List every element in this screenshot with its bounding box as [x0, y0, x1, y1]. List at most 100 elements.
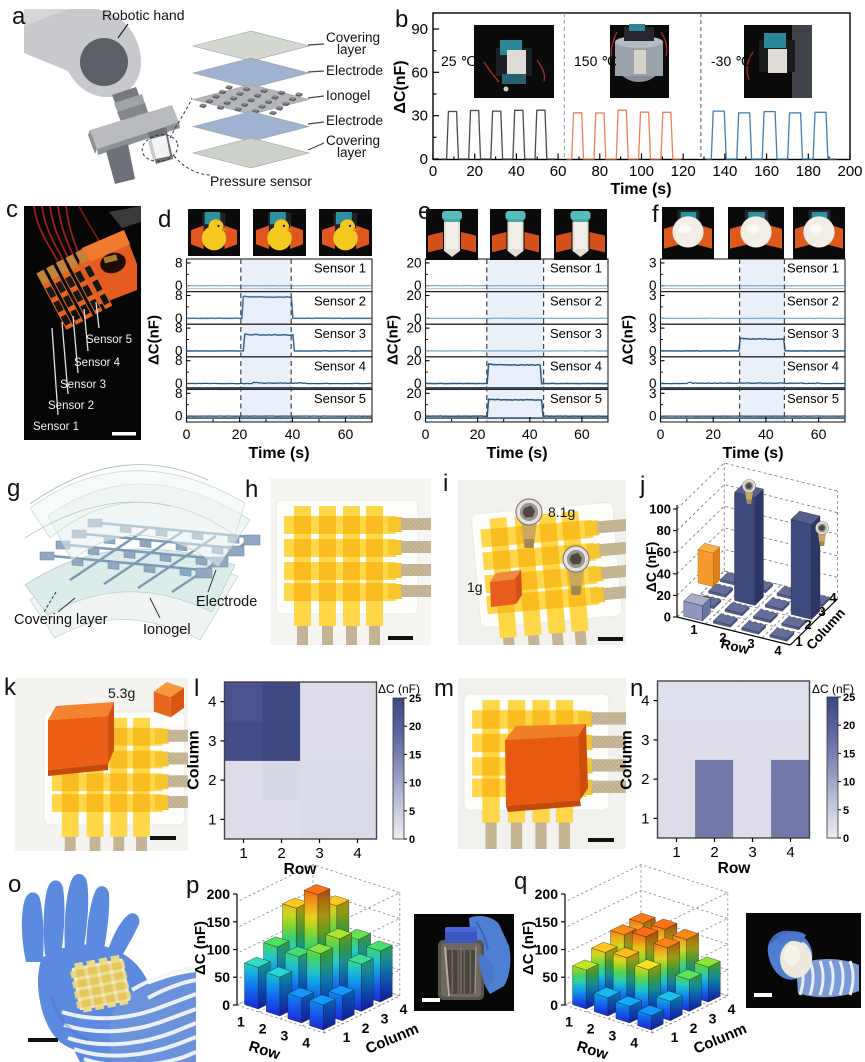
svg-text:1g: 1g [467, 579, 483, 595]
svg-text:2: 2 [362, 1020, 370, 1036]
svg-text:15: 15 [409, 749, 421, 761]
svg-text:2: 2 [719, 630, 726, 645]
svg-text:Sensor 3: Sensor 3 [314, 326, 366, 341]
svg-text:Colunm: Colunm [691, 1020, 749, 1057]
svg-text:0: 0 [649, 278, 657, 293]
svg-text:Sensor 4: Sensor 4 [550, 359, 602, 374]
svg-text:4: 4 [786, 844, 794, 861]
svg-text:0: 0 [414, 409, 422, 424]
svg-text:0: 0 [843, 833, 849, 845]
svg-text:60: 60 [811, 426, 827, 442]
svg-text:3: 3 [208, 733, 216, 750]
svg-text:layer: layer [337, 42, 367, 57]
svg-text:Sensor 3: Sensor 3 [60, 379, 106, 391]
svg-text:4: 4 [302, 1034, 310, 1050]
svg-text:25: 25 [409, 693, 421, 705]
svg-text:3: 3 [709, 1011, 717, 1027]
svg-text:0: 0 [175, 376, 183, 391]
svg-text:200: 200 [535, 886, 559, 902]
svg-text:Row: Row [719, 636, 751, 657]
svg-text:Sensor 2: Sensor 2 [550, 293, 602, 308]
svg-text:3: 3 [649, 288, 657, 303]
svg-text:3: 3 [609, 1027, 617, 1043]
svg-text:ΔC (nF): ΔC (nF) [378, 682, 420, 696]
svg-text:ΔC (nF): ΔC (nF) [643, 542, 659, 593]
svg-text:0: 0 [183, 426, 191, 442]
svg-text:0: 0 [649, 311, 657, 326]
svg-text:40: 40 [522, 426, 538, 442]
svg-text:Sensor 4: Sensor 4 [314, 359, 366, 374]
svg-text:3: 3 [649, 255, 657, 270]
svg-text:1: 1 [343, 1029, 351, 1045]
svg-text:Ionogel: Ionogel [326, 88, 370, 103]
svg-text:Electrode: Electrode [326, 63, 383, 78]
svg-text:ΔC (nF): ΔC (nF) [192, 921, 209, 975]
svg-text:3: 3 [381, 1011, 389, 1027]
svg-text:ΔC(nF): ΔC(nF) [392, 60, 409, 113]
svg-text:Sensor 4: Sensor 4 [787, 359, 839, 374]
svg-text:5: 5 [409, 806, 415, 818]
svg-text:0: 0 [664, 610, 671, 625]
svg-text:2: 2 [641, 771, 649, 788]
svg-text:3: 3 [649, 321, 657, 336]
svg-text:140: 140 [712, 163, 737, 180]
svg-text:8.1g: 8.1g [548, 504, 575, 520]
svg-text:Covering: Covering [326, 30, 380, 45]
svg-text:Ionogel: Ionogel [143, 622, 191, 638]
svg-text:4: 4 [208, 694, 216, 711]
svg-text:15: 15 [843, 748, 855, 760]
svg-text:2: 2 [277, 845, 285, 862]
svg-text:150: 150 [535, 914, 559, 930]
svg-text:4: 4 [728, 1001, 736, 1017]
svg-text:Sensor 2: Sensor 2 [787, 293, 839, 308]
svg-text:100: 100 [649, 502, 671, 517]
svg-text:3: 3 [649, 386, 657, 401]
svg-text:1: 1 [690, 622, 697, 637]
svg-text:Sensor 3: Sensor 3 [787, 326, 839, 341]
svg-text:8: 8 [175, 386, 183, 401]
svg-text:0: 0 [649, 376, 657, 391]
svg-text:100: 100 [629, 163, 654, 180]
svg-text:Row: Row [284, 861, 318, 878]
svg-text:100: 100 [207, 942, 231, 958]
svg-text:2: 2 [259, 1020, 267, 1036]
svg-text:20: 20 [843, 720, 855, 732]
svg-text:1: 1 [208, 811, 216, 828]
svg-text:20: 20 [406, 353, 421, 368]
svg-text:Sensor 1: Sensor 1 [550, 261, 602, 276]
svg-text:1: 1 [671, 1029, 679, 1045]
svg-text:Sensor 4: Sensor 4 [74, 357, 121, 369]
svg-text:0: 0 [657, 426, 665, 442]
svg-text:Sensor 1: Sensor 1 [787, 261, 839, 276]
svg-text:100: 100 [535, 942, 559, 958]
svg-text:Covering: Covering [326, 133, 380, 148]
svg-text:1: 1 [239, 845, 247, 862]
svg-text:Pressure sensor: Pressure sensor [210, 173, 312, 189]
svg-text:2: 2 [587, 1020, 595, 1036]
svg-text:Sensor 1: Sensor 1 [314, 261, 366, 276]
svg-text:20: 20 [406, 288, 421, 303]
svg-text:Row: Row [718, 860, 752, 877]
svg-text:200: 200 [837, 163, 862, 180]
svg-text:0: 0 [222, 997, 230, 1013]
svg-text:10: 10 [409, 778, 421, 790]
svg-text:0: 0 [649, 409, 657, 424]
svg-text:1: 1 [237, 1013, 245, 1029]
svg-text:160: 160 [754, 163, 779, 180]
svg-text:40: 40 [657, 566, 671, 581]
svg-text:ΔC (nF): ΔC (nF) [520, 921, 537, 975]
svg-text:ΔC (nF): ΔC (nF) [812, 682, 854, 696]
svg-text:Row: Row [247, 1038, 283, 1062]
svg-text:3: 3 [315, 845, 323, 862]
svg-text:ΔC(nF): ΔC(nF) [385, 315, 402, 365]
svg-text:3: 3 [748, 844, 756, 861]
svg-text:25: 25 [843, 692, 855, 704]
svg-text:5.3g: 5.3g [108, 685, 135, 701]
svg-text:ΔC(nF): ΔC(nF) [146, 315, 163, 365]
svg-text:Column: Column [186, 730, 203, 790]
svg-text:20: 20 [657, 588, 671, 603]
svg-text:30: 30 [411, 108, 428, 125]
svg-text:Sensor 5: Sensor 5 [314, 391, 366, 406]
svg-text:80: 80 [657, 523, 671, 538]
svg-text:25 ℃: 25 ℃ [441, 53, 476, 69]
